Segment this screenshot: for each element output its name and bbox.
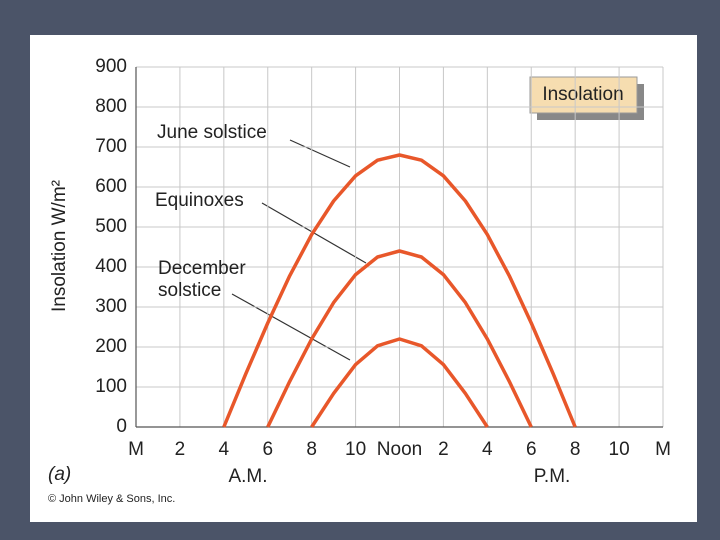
pm-label: P.M. [534, 466, 571, 487]
series-label: Equinoxes [155, 190, 244, 211]
x-tick-label: 4 [482, 439, 493, 460]
x-tick-label: 8 [306, 439, 317, 460]
series-line [310, 337, 489, 428]
series-label: June solstice [157, 122, 267, 143]
credit: © John Wiley & Sons, Inc. [48, 493, 175, 505]
x-tick-label: M [655, 439, 671, 460]
am-label: A.M. [228, 466, 267, 487]
chart-title: Insolation [542, 84, 623, 105]
x-tick-label: 6 [526, 439, 537, 460]
series-line [222, 153, 577, 428]
leader-lines [231, 139, 367, 361]
x-tick-label: 4 [219, 439, 230, 460]
leader-line [289, 139, 351, 168]
y-tick-label: 400 [95, 256, 127, 277]
y-tick-label: 900 [95, 56, 127, 77]
y-tick-label: 700 [95, 136, 127, 157]
x-tick-label: 10 [609, 439, 630, 460]
y-tick-label: 300 [95, 296, 127, 317]
x-tick-label: M [128, 439, 144, 460]
y-axis-label: Insolation W/m² [49, 180, 70, 312]
y-tick-label: 200 [95, 336, 127, 357]
x-tick-label: 2 [175, 439, 186, 460]
y-tick-label: 800 [95, 96, 127, 117]
panel-label: (a) [48, 464, 71, 485]
y-tick-label: 0 [116, 416, 127, 437]
x-tick-label: 8 [570, 439, 581, 460]
x-tick-label: Noon [377, 439, 422, 460]
x-tick-label: 6 [262, 439, 273, 460]
y-tick-label: 600 [95, 176, 127, 197]
series-line [266, 249, 533, 428]
x-tick-label: 10 [345, 439, 366, 460]
y-tick-label: 100 [95, 376, 127, 397]
leader-line [231, 293, 351, 361]
x-tick-label: 2 [438, 439, 449, 460]
series-label: December solstice [158, 258, 246, 301]
y-tick-label: 500 [95, 216, 127, 237]
